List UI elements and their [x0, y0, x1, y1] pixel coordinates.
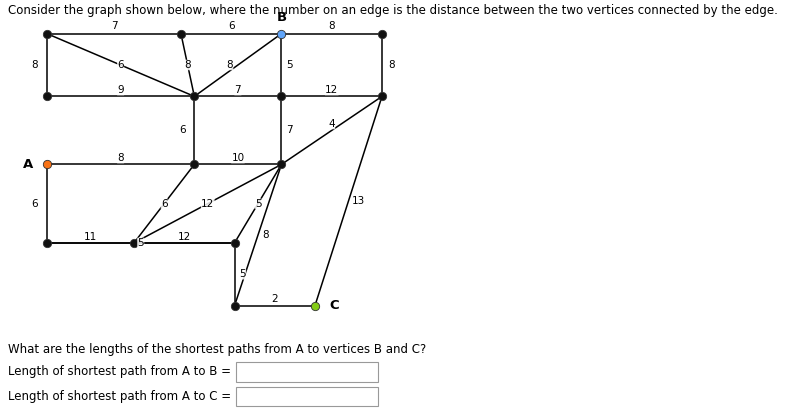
Text: ▾: ▾	[364, 365, 370, 379]
Text: C: C	[329, 299, 338, 312]
Text: Consider the graph shown below, where the number on an edge is the distance betw: Consider the graph shown below, where th…	[8, 4, 778, 17]
Text: 12: 12	[177, 231, 191, 242]
Text: [ Select ]: [ Select ]	[246, 367, 296, 377]
Text: 6: 6	[32, 199, 38, 209]
Text: 2: 2	[272, 294, 278, 305]
Text: 6: 6	[161, 199, 167, 209]
Text: 8: 8	[117, 153, 124, 163]
Text: 8: 8	[263, 230, 269, 240]
Text: 5: 5	[286, 60, 293, 70]
Text: 8: 8	[227, 60, 233, 70]
Text: 4: 4	[329, 119, 335, 129]
FancyBboxPatch shape	[236, 387, 378, 406]
Text: 6: 6	[117, 60, 124, 70]
Text: 7: 7	[286, 125, 293, 135]
Text: 10: 10	[231, 153, 245, 163]
Text: Length of shortest path from A to C =: Length of shortest path from A to C =	[8, 390, 231, 403]
Text: [ Select ]: [ Select ]	[246, 392, 296, 402]
Text: 5: 5	[255, 199, 261, 209]
Text: A: A	[23, 158, 33, 171]
Text: 7: 7	[234, 85, 242, 95]
Text: 8: 8	[185, 60, 191, 70]
Text: 6: 6	[179, 125, 185, 135]
Text: 6: 6	[228, 21, 234, 31]
Text: 8: 8	[329, 21, 335, 31]
Text: 11: 11	[84, 231, 97, 242]
Text: ▾: ▾	[364, 390, 370, 403]
Text: What are the lengths of the shortest paths from A to vertices B and C?: What are the lengths of the shortest pat…	[8, 343, 426, 356]
FancyBboxPatch shape	[236, 362, 378, 382]
Text: 7: 7	[111, 21, 117, 31]
Text: Length of shortest path from A to B =: Length of shortest path from A to B =	[8, 365, 231, 379]
Text: 9: 9	[117, 85, 124, 95]
Text: 5: 5	[239, 269, 246, 279]
Text: 8: 8	[389, 60, 395, 70]
Text: 12: 12	[201, 199, 215, 209]
Text: B: B	[276, 12, 287, 24]
Text: 8: 8	[32, 60, 38, 70]
Text: 13: 13	[352, 196, 365, 206]
Text: 5: 5	[138, 238, 144, 248]
Text: 12: 12	[325, 85, 338, 95]
